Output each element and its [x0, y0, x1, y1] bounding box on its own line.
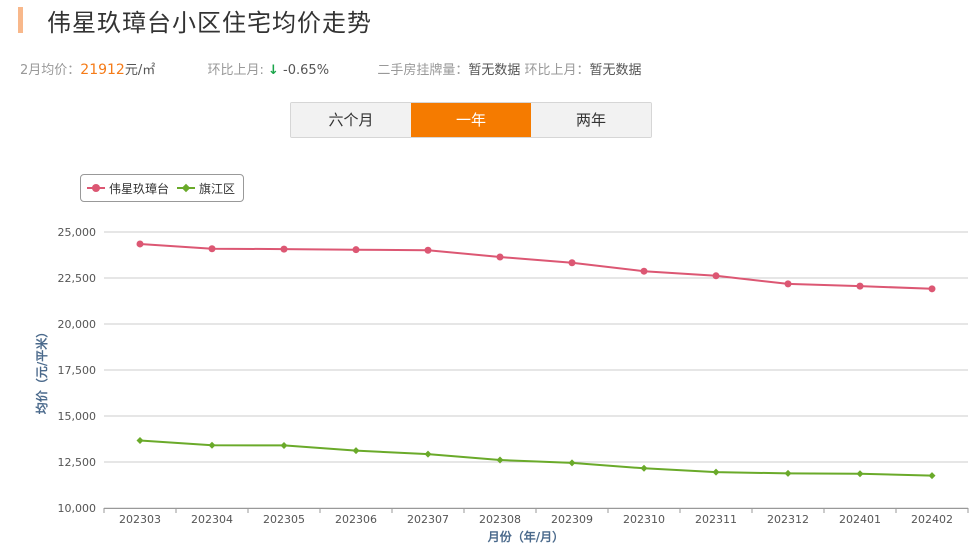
series-2-line — [139, 439, 933, 477]
series-2-point — [208, 441, 216, 449]
legend-item-series-1[interactable]: 伟星玖璋台 — [87, 180, 169, 197]
series-2-point — [928, 472, 936, 480]
title-bar: 伟星玖璋台小区住宅均价走势 — [18, 6, 372, 37]
x-tick-label: 202306 — [335, 513, 377, 526]
page-title: 伟星玖璋台小区住宅均价走势 — [47, 8, 372, 37]
legend-label-series-2: 旗江区 — [199, 181, 236, 196]
series-2-point — [784, 469, 792, 477]
series-1-point — [928, 285, 936, 293]
series-1-point — [784, 280, 792, 288]
mom-value: -0.65% — [278, 63, 330, 78]
y-tick-label: 17,500 — [58, 364, 97, 377]
legend-item-series-2[interactable]: 旗江区 — [177, 180, 235, 197]
chart-legend: 伟星玖璋台 旗江区 — [80, 174, 245, 202]
x-tick-label: 202312 — [767, 513, 809, 526]
period-tabs: 六个月 一年 两年 — [290, 102, 652, 138]
listing-mom-label: 环比上月： — [524, 63, 590, 78]
y-tick-label: 10,000 — [58, 502, 97, 515]
series-2-point — [856, 470, 864, 478]
avg-price-unit: 元/㎡ — [124, 63, 156, 78]
tab-two-years[interactable]: 两年 — [531, 103, 651, 137]
tab-one-year[interactable]: 一年 — [411, 103, 531, 137]
x-tick-label: 202307 — [407, 513, 449, 526]
x-tick-label: 202402 — [911, 513, 953, 526]
series-2-point — [136, 436, 144, 444]
series-1-point — [568, 259, 576, 267]
series-1-point — [712, 272, 720, 280]
x-axis-title: 月份（年/月） — [487, 529, 564, 544]
series-1-point — [136, 240, 144, 248]
series-1-point — [280, 245, 288, 253]
x-tick-label: 202310 — [623, 513, 665, 526]
series-1-point — [424, 246, 432, 254]
price-stats: 2月均价：21912元/㎡ 环比上月: ↓ -0.65% 二手房挂牌量：暂无数据… — [20, 59, 642, 78]
y-tick-label: 12,500 — [58, 456, 97, 469]
x-tick-label: 202311 — [695, 513, 737, 526]
down-arrow-icon: ↓ — [268, 63, 279, 78]
series-2-point — [280, 441, 288, 449]
series-1-point — [496, 253, 504, 261]
series-1-point — [856, 282, 864, 290]
listing-label: 二手房挂牌量： — [377, 63, 469, 78]
legend-circle-marker-icon — [87, 183, 105, 193]
y-tick-label: 25,000 — [58, 226, 97, 239]
x-tick-label: 202305 — [263, 513, 305, 526]
series-1-point — [208, 245, 216, 253]
y-tick-label: 22,500 — [58, 272, 97, 285]
y-tick-label: 20,000 — [58, 318, 97, 331]
series-1-point — [640, 267, 648, 275]
x-tick-label: 202308 — [479, 513, 521, 526]
series-1-line — [139, 243, 933, 290]
series-2-point — [568, 459, 576, 467]
legend-diamond-marker-icon — [177, 183, 196, 193]
legend-label-series-1: 伟星玖璋台 — [109, 181, 170, 196]
series-2-point — [712, 468, 720, 476]
tab-six-months[interactable]: 六个月 — [291, 103, 411, 137]
series-1-point — [352, 246, 360, 254]
y-axis-title: 均价（元/平米） — [34, 326, 49, 414]
series-2-point — [496, 456, 504, 464]
series-2-point — [640, 464, 648, 472]
series-2-point — [352, 447, 360, 455]
x-tick-label: 202401 — [839, 513, 881, 526]
x-tick-label: 202304 — [191, 513, 233, 526]
listing-value: 暂无数据 — [468, 63, 521, 78]
y-tick-label: 15,000 — [58, 410, 97, 423]
avg-price-label: 2月均价： — [20, 63, 81, 78]
listing-mom-value: 暂无数据 — [589, 63, 642, 78]
x-tick-label: 202309 — [551, 513, 593, 526]
avg-price-value: 21912 — [80, 62, 125, 78]
x-tick-label: 202303 — [119, 513, 161, 526]
title-accent-bar — [18, 7, 23, 33]
series-2-point — [424, 450, 432, 458]
mom-label: 环比上月: — [207, 63, 269, 78]
